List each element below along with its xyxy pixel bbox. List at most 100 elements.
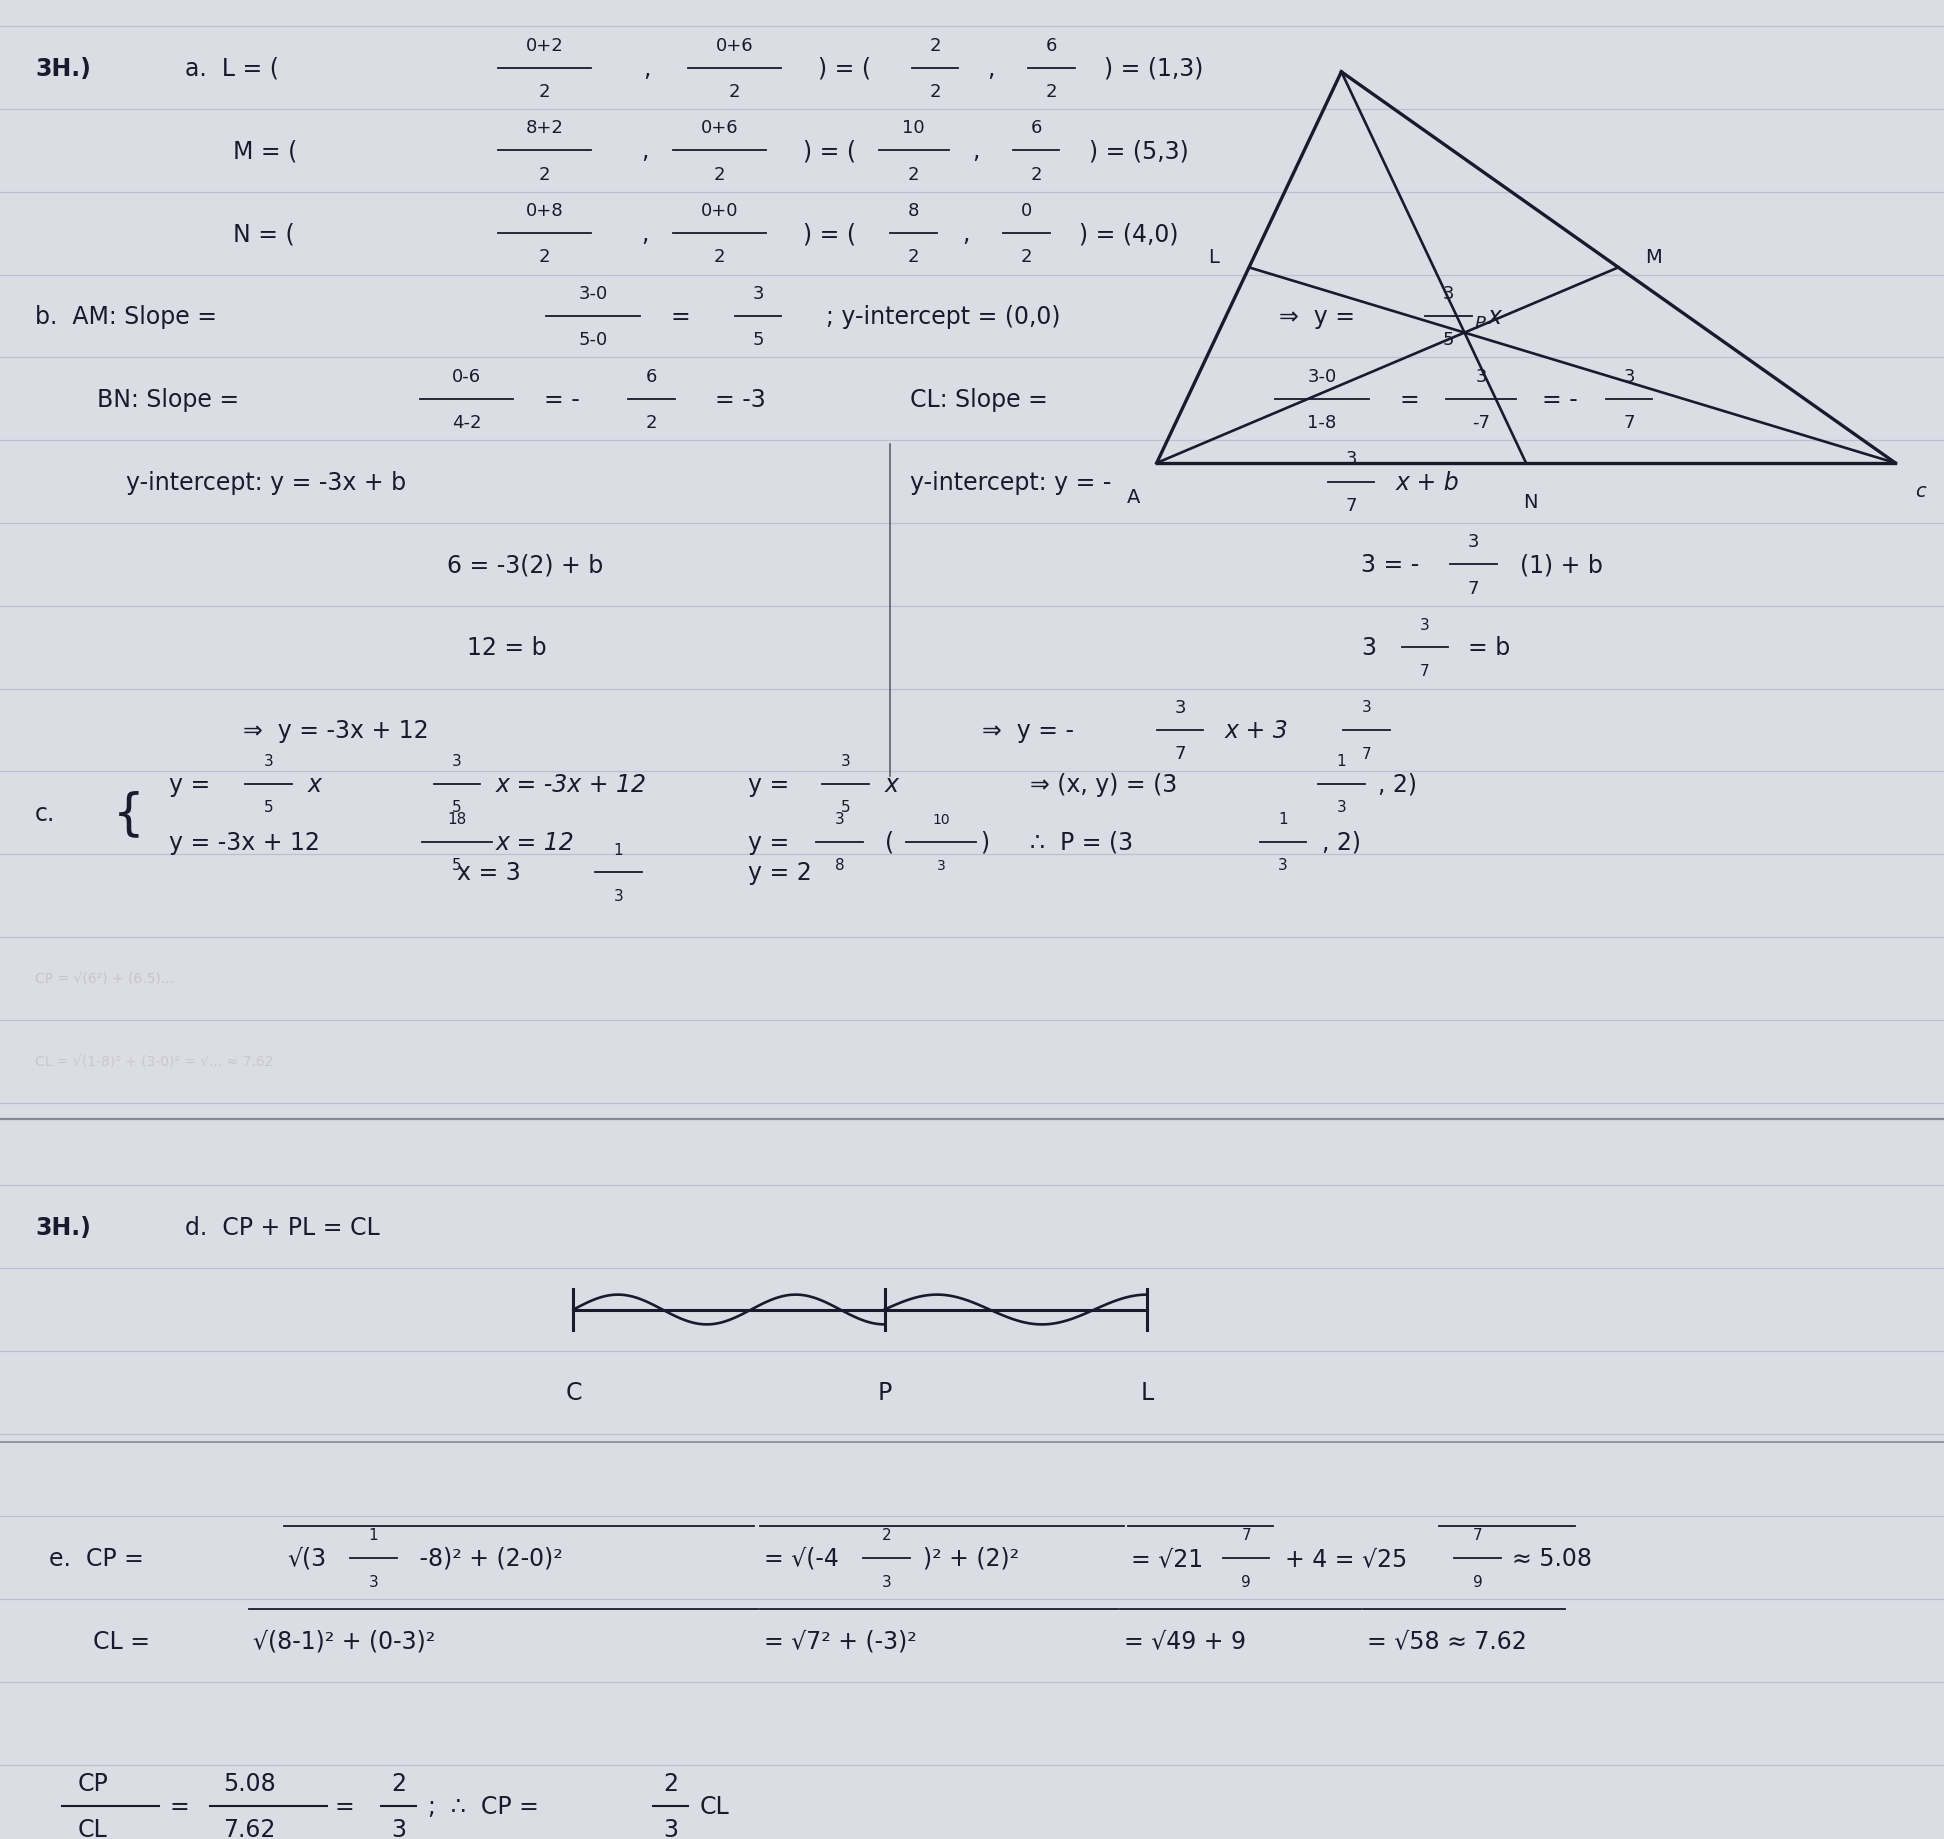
Text: 5: 5 — [453, 859, 461, 874]
Text: = √7² + (-3)²: = √7² + (-3)² — [764, 1629, 918, 1653]
Text: y =: y = — [748, 772, 789, 796]
Text: =: = — [334, 1795, 354, 1819]
Text: 3: 3 — [1336, 800, 1347, 815]
Text: {: { — [113, 789, 144, 837]
Text: 1: 1 — [614, 842, 622, 857]
Text: 5: 5 — [264, 800, 272, 815]
Text: CL: CL — [78, 1817, 107, 1839]
Text: ,: , — [988, 57, 995, 81]
Text: 3: 3 — [1174, 699, 1186, 717]
Text: 5: 5 — [752, 331, 764, 349]
Text: y = -3x + 12: y = -3x + 12 — [169, 829, 321, 855]
Text: 7: 7 — [1345, 497, 1357, 515]
Text: , 2): , 2) — [1322, 829, 1361, 855]
Text: 3: 3 — [451, 754, 463, 769]
Text: ,: , — [972, 140, 980, 164]
Text: e.  CP =: e. CP = — [49, 1547, 144, 1571]
Text: x + b: x + b — [1396, 471, 1460, 495]
Text: 10: 10 — [931, 813, 951, 826]
Text: CP: CP — [78, 1771, 109, 1795]
Text: 3: 3 — [663, 1817, 678, 1839]
Text: P: P — [1475, 314, 1485, 333]
Text: 8+2: 8+2 — [525, 120, 564, 138]
Text: b.  AM: Slope =: b. AM: Slope = — [35, 305, 218, 329]
Text: 10: 10 — [902, 120, 925, 138]
Text: ) = (4,0): ) = (4,0) — [1079, 223, 1178, 246]
Text: 3: 3 — [1277, 859, 1289, 874]
Text: 0+0: 0+0 — [700, 202, 739, 221]
Text: 7: 7 — [1421, 664, 1429, 679]
Text: x = -3x + 12: x = -3x + 12 — [496, 772, 647, 796]
Text: ,: , — [962, 223, 970, 246]
Text: 2: 2 — [908, 248, 920, 267]
Text: ⇒ (x, y) = (3: ⇒ (x, y) = (3 — [1030, 772, 1178, 796]
Text: y =: y = — [169, 772, 210, 796]
Text: 3-0: 3-0 — [1306, 368, 1337, 386]
Text: 3: 3 — [1442, 285, 1454, 303]
Text: 2: 2 — [713, 166, 725, 184]
Text: 2: 2 — [1046, 83, 1058, 101]
Text: 2: 2 — [908, 166, 920, 184]
Text: 1: 1 — [369, 1528, 377, 1543]
Text: 2: 2 — [1021, 248, 1032, 267]
Text: L: L — [1141, 1381, 1153, 1405]
Text: , 2): , 2) — [1378, 772, 1417, 796]
Text: M = (: M = ( — [233, 140, 297, 164]
Text: 2: 2 — [729, 83, 741, 101]
Text: 3: 3 — [1345, 451, 1357, 469]
Text: ; y-intercept = (0,0): ; y-intercept = (0,0) — [826, 305, 1061, 329]
Text: d.  CP + PL = CL: d. CP + PL = CL — [185, 1216, 379, 1239]
Text: = √49 + 9: = √49 + 9 — [1124, 1629, 1246, 1653]
Text: 6 = -3(2) + b: 6 = -3(2) + b — [447, 554, 603, 577]
Text: x + 3: x + 3 — [1225, 719, 1289, 743]
Text: 3: 3 — [881, 1574, 892, 1589]
Text: 2: 2 — [929, 37, 941, 55]
Text: ⇒  y =: ⇒ y = — [1279, 305, 1355, 329]
Text: 7: 7 — [1174, 745, 1186, 763]
Text: c: c — [1915, 482, 1927, 500]
Text: 6: 6 — [1030, 120, 1042, 138]
Text: ,: , — [643, 57, 651, 81]
Text: =: = — [671, 305, 690, 329]
Text: 2: 2 — [663, 1771, 678, 1795]
Text: = √21: = √21 — [1131, 1547, 1203, 1571]
Text: 5: 5 — [842, 800, 850, 815]
Text: 3: 3 — [840, 754, 851, 769]
Text: 5-0: 5-0 — [577, 331, 608, 349]
Text: CP = √(6²) + (6.5)...: CP = √(6²) + (6.5)... — [35, 971, 175, 986]
Text: 0+6: 0+6 — [700, 120, 739, 138]
Text: 3: 3 — [1468, 533, 1479, 552]
Text: 0+6: 0+6 — [715, 37, 754, 55]
Text: ⇒  y = -: ⇒ y = - — [982, 719, 1073, 743]
Text: y =: y = — [748, 829, 789, 855]
Text: 1: 1 — [1337, 754, 1345, 769]
Text: 3-0: 3-0 — [577, 285, 608, 303]
Text: -7: -7 — [1472, 414, 1491, 432]
Text: c.: c. — [35, 802, 54, 826]
Text: 3: 3 — [1475, 368, 1487, 386]
Text: 0: 0 — [1021, 202, 1032, 221]
Text: (1) + b: (1) + b — [1520, 554, 1604, 577]
Text: 12 = b: 12 = b — [467, 636, 546, 660]
Text: 8: 8 — [908, 202, 920, 221]
Text: ;  ∴  CP =: ; ∴ CP = — [428, 1795, 538, 1819]
Text: -8)² + (2-0)²: -8)² + (2-0)² — [412, 1547, 564, 1571]
Text: A: A — [1128, 487, 1139, 506]
Text: CL =: CL = — [93, 1629, 150, 1653]
Text: 3 = -: 3 = - — [1361, 554, 1419, 577]
Text: x = 3: x = 3 — [457, 861, 521, 885]
Text: 3H.): 3H.) — [35, 57, 91, 81]
Text: )² + (2)²: )² + (2)² — [923, 1547, 1019, 1571]
Text: 3: 3 — [752, 285, 764, 303]
Text: ∴  P = (3: ∴ P = (3 — [1030, 829, 1133, 855]
Text: x: x — [307, 772, 321, 796]
Text: ⇒  y = -3x + 12: ⇒ y = -3x + 12 — [243, 719, 428, 743]
Text: ≈ 5.08: ≈ 5.08 — [1512, 1547, 1592, 1571]
Text: BN: Slope =: BN: Slope = — [97, 388, 239, 412]
Text: 3: 3 — [612, 888, 624, 903]
Text: y-intercept: y = -3x + b: y-intercept: y = -3x + b — [126, 471, 406, 495]
Text: y = 2: y = 2 — [748, 861, 813, 885]
Text: 1-8: 1-8 — [1306, 414, 1337, 432]
Text: x: x — [885, 772, 898, 796]
Text: 7: 7 — [1363, 747, 1371, 761]
